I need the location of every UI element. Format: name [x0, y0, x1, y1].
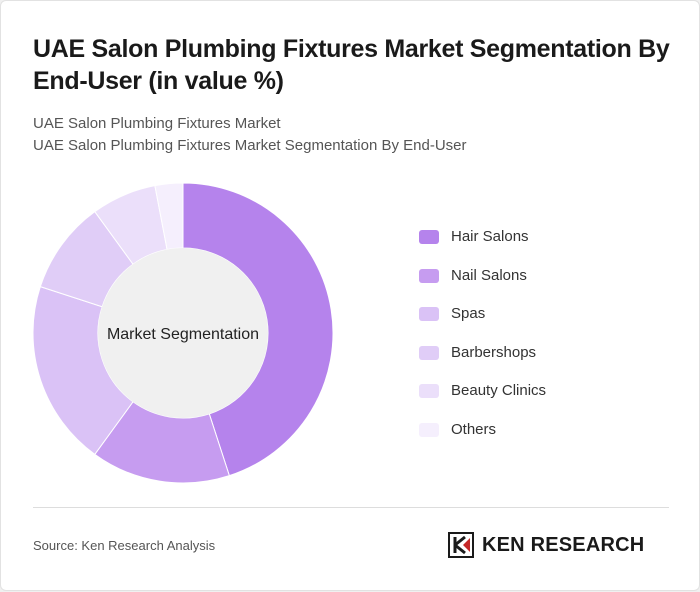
- legend-item-spas: Spas: [419, 304, 669, 324]
- chart-subtitle-market: UAE Salon Plumbing Fixtures Market: [33, 115, 281, 132]
- legend-item-beauty-clinics: Beauty Clinics: [419, 381, 669, 401]
- legend-label-others: Others: [451, 420, 497, 438]
- legend-swatch-hair-salons: [419, 230, 439, 244]
- legend-item-others: Others: [419, 420, 669, 440]
- legend-item-barbershops: Barbershops: [419, 343, 669, 363]
- legend-label-spas: Spas: [451, 305, 486, 323]
- chart-legend: Hair Salons Nail Salons Spas Barbershops Bea…: [419, 227, 669, 459]
- donut-center-label: Market Segmentation: [107, 326, 259, 343]
- legend-label-barbershops: Barbershops: [451, 343, 537, 361]
- legend-item-hair-salons: Hair Salons: [419, 227, 669, 247]
- source-note: Source: Ken Research Analysis: [33, 538, 216, 553]
- chart-subtitle-segmentation: UAE Salon Plumbing Fixtures Market Segme…: [33, 137, 467, 154]
- legend-swatch-nail-salons: [419, 268, 439, 283]
- ken-research-logo-text: KEN RESEARCH: [482, 534, 645, 556]
- legend-swatch-barbershops: [419, 345, 439, 360]
- legend-label-nail-salons: Nail Salons: [451, 266, 527, 284]
- chart-title: UAE Salon Plumbing Fixtures Market Segme…: [33, 35, 670, 95]
- donut-center: [98, 248, 268, 418]
- legend-label-hair-salons: Hair Salons: [451, 228, 529, 245]
- ken-research-logo-icon: [448, 532, 474, 558]
- legend-swatch-spas: [419, 307, 439, 322]
- legend-item-nail-salons: Nail Salons: [419, 266, 669, 286]
- footer-divider: [33, 507, 669, 508]
- legend-swatch-beauty-clinics: [419, 384, 439, 399]
- legend-swatch-others: [419, 422, 439, 437]
- legend-label-beauty-clinics: Beauty Clinics: [451, 382, 547, 400]
